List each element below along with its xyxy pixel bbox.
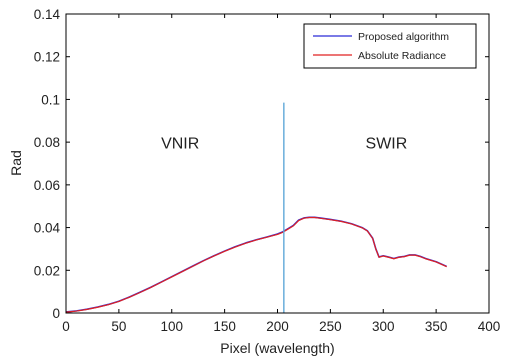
y-tick-label: 0.12 <box>34 50 60 65</box>
x-tick-label: 150 <box>213 319 236 334</box>
annotations: VNIR SWIR <box>161 136 407 153</box>
x-tick-label: 350 <box>425 319 448 334</box>
y-tick-label: 0.04 <box>34 221 61 236</box>
x-tick-label: 100 <box>160 319 183 334</box>
tick-labels: 0 50 100 150 200 250 300 350 400 0 0.02 0.04 0.06 0.0… <box>34 7 501 334</box>
y-tick-label: 0.1 <box>41 92 60 107</box>
x-tick-label: 250 <box>319 319 342 334</box>
x-tick-label: 0 <box>62 319 70 334</box>
y-tick-label: 0.08 <box>34 135 60 150</box>
y-tick-label: 0.02 <box>34 263 60 278</box>
annotation-vnir: VNIR <box>161 136 199 153</box>
x-tick-label: 50 <box>111 319 126 334</box>
series-line-absolute-radiance <box>65 216 447 313</box>
plot-frame <box>65 13 490 314</box>
y-tick-label: 0.06 <box>34 178 60 193</box>
legend-label-proposed: Proposed algorithm <box>358 31 449 43</box>
annotation-swir: SWIR <box>366 136 408 153</box>
x-axis-label: Pixel (wavelength) <box>220 340 334 356</box>
x-tick-label: 400 <box>478 319 501 334</box>
series-lines <box>65 102 448 313</box>
legend-box <box>303 23 477 69</box>
legend: Proposed algorithm Absolute Radiance <box>303 23 477 69</box>
x-tick-label: 300 <box>372 319 395 334</box>
x-tick-label: 200 <box>266 319 289 334</box>
y-axis-label: Rad <box>8 150 24 176</box>
y-tick-label: 0 <box>52 306 60 321</box>
legend-label-absolute-radiance: Absolute Radiance <box>358 50 446 62</box>
y-tick-label: 0.14 <box>34 7 61 22</box>
